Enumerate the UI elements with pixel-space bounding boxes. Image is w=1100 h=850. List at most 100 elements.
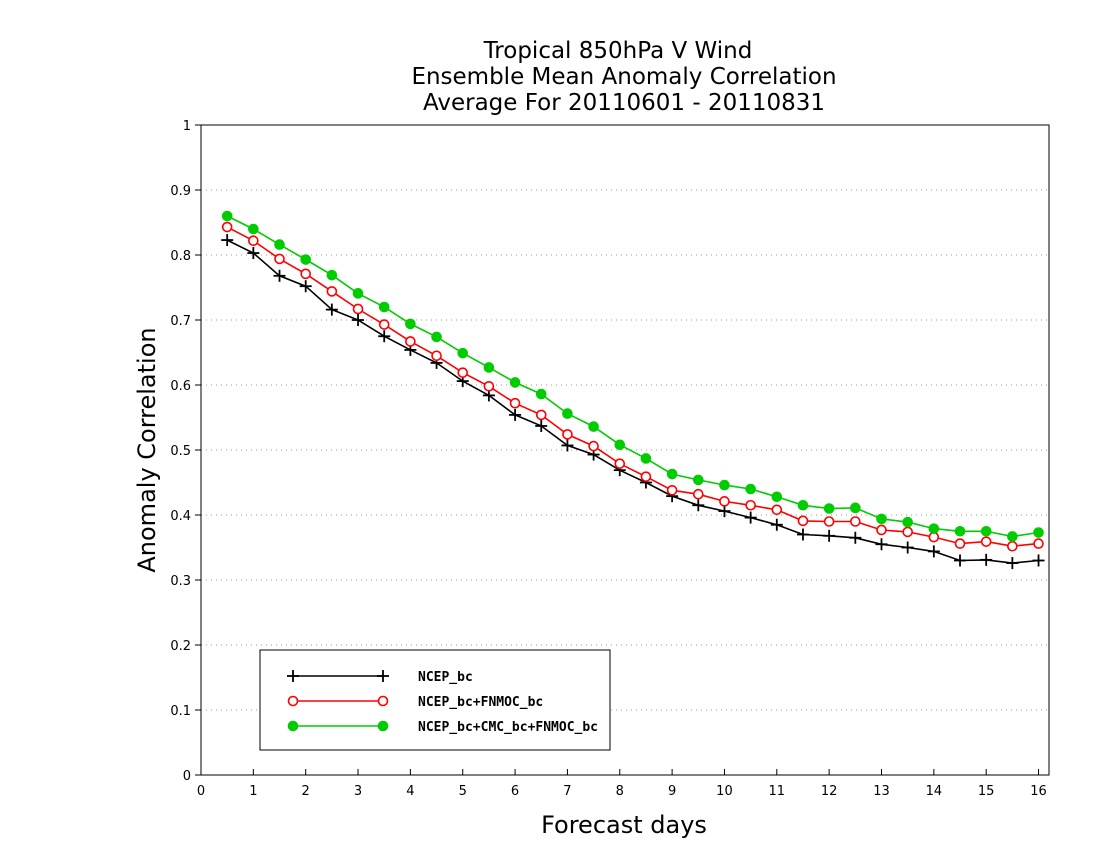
- series-2-point-0: [221, 210, 233, 222]
- series-2-point-10: [483, 362, 495, 373]
- series-1-point-5: [352, 303, 364, 315]
- chart-title: Tropical 850hPa V Wind Ensemble Mean Ano…: [411, 38, 836, 116]
- series-1-point-10: [483, 380, 495, 392]
- series-0-point-26: [901, 541, 914, 554]
- x-tick-label-9: 9: [668, 784, 676, 799]
- legend-marker-end-0: [377, 670, 389, 682]
- y-tick-label-5: 0.5: [170, 444, 191, 459]
- x-tick-label-11: 11: [769, 784, 786, 799]
- series-1-point-29: [980, 536, 992, 547]
- series-0-point-3: [299, 280, 312, 293]
- series-1-point-28: [954, 538, 966, 549]
- x-tick-label-2: 2: [302, 784, 310, 799]
- series-2-point-13: [562, 408, 573, 419]
- series-1-point-8: [431, 350, 442, 362]
- series-2-point-11: [509, 377, 521, 388]
- series-2-point-9: [457, 347, 469, 359]
- y-tick-label-7: 0.7: [170, 314, 191, 329]
- x-tick-label-13: 13: [873, 784, 890, 799]
- x-tick-label-14: 14: [926, 784, 943, 799]
- series-2-point-28: [954, 525, 966, 537]
- chart-title-line-2: Ensemble Mean Anomaly Correlation: [411, 64, 836, 90]
- y-tick-label-3: 0.3: [170, 574, 191, 589]
- series-0-point-19: [718, 505, 731, 518]
- series-1-point-17: [666, 484, 678, 496]
- series-0-point-22: [796, 528, 809, 541]
- series-0-point-31: [1032, 554, 1045, 567]
- x-tick-label-12: 12: [821, 784, 838, 799]
- series-0: [221, 234, 1045, 570]
- series-2-point-29: [980, 525, 992, 537]
- series-2-point-24: [850, 502, 861, 514]
- series-2-point-25: [876, 513, 887, 525]
- y-tick-label-4: 0.4: [170, 509, 191, 524]
- series-1-point-25: [876, 524, 887, 536]
- series-1-point-12: [535, 409, 547, 421]
- x-tick-label-6: 6: [511, 784, 519, 799]
- series-line-1: [226, 226, 1039, 548]
- x-tick-label-10: 10: [716, 784, 733, 799]
- x-tick-label-7: 7: [563, 784, 571, 799]
- x-tick-label-3: 3: [354, 784, 362, 799]
- x-tick-label-5: 5: [459, 784, 467, 799]
- y-tick-label-10: 1: [183, 119, 191, 134]
- series-0-point-25: [875, 538, 888, 551]
- series-2-point-1: [248, 223, 259, 235]
- y-axis-label: Anomaly Correlation: [133, 327, 161, 572]
- legend-entry-1: NCEP_bc+FNMOC_bc: [287, 695, 543, 710]
- series-1-point-15: [614, 458, 626, 469]
- series-1-point-2: [274, 253, 285, 265]
- series-2-point-16: [640, 453, 652, 464]
- x-axis-label: Forecast days: [541, 811, 707, 839]
- series-0-point-20: [744, 511, 757, 524]
- x-tick-label-16: 16: [1030, 784, 1047, 799]
- x-axis-ticks: 0 1 2 3 4 5 6 7 8 9 10 11 12 13 14 15 16: [197, 769, 1047, 799]
- series-1-point-6: [378, 319, 390, 330]
- x-tick-label-4: 4: [406, 784, 414, 799]
- series-0-point-0: [221, 234, 234, 247]
- series-0-point-5: [352, 314, 365, 326]
- y-tick-label-6: 0.6: [170, 379, 191, 394]
- legend-marker-end-2: [377, 720, 389, 732]
- series-2-point-31: [1033, 527, 1044, 538]
- data-series: [221, 210, 1045, 570]
- legend-entry-2: NCEP_bc+CMC_bc+FNMOC_bc: [287, 720, 598, 735]
- series-1-point-18: [692, 488, 704, 500]
- series-0-point-4: [325, 303, 338, 316]
- series-0-point-23: [823, 529, 836, 542]
- series-0-point-21: [770, 518, 783, 531]
- legend-label-2: NCEP_bc+CMC_bc+FNMOC_bc: [418, 720, 598, 735]
- series-2-point-27: [928, 523, 940, 534]
- y-tick-label-1: 0.1: [170, 704, 191, 719]
- series-2-point-17: [666, 468, 678, 480]
- x-tick-label-8: 8: [616, 784, 624, 799]
- series-1-point-0: [221, 221, 233, 233]
- series-0-point-30: [1006, 557, 1019, 570]
- series-2-point-21: [771, 491, 783, 503]
- series-1-point-13: [562, 429, 573, 440]
- series-1-point-4: [326, 286, 338, 297]
- y-tick-label-8: 0.8: [170, 249, 191, 264]
- series-2-point-3: [300, 254, 311, 265]
- chart-title-line-3: Average For 20110601 - 20110831: [423, 90, 825, 116]
- series-1-point-20: [745, 499, 756, 511]
- legend-label-1: NCEP_bc+FNMOC_bc: [418, 695, 543, 710]
- series-1-point-19: [719, 496, 730, 507]
- series-0-point-28: [954, 554, 967, 567]
- series-1-point-26: [902, 526, 913, 538]
- series-0-point-1: [247, 247, 260, 260]
- series-0-point-6: [378, 330, 391, 343]
- gridlines: [201, 189, 1049, 711]
- series-1-point-16: [640, 471, 652, 482]
- y-tick-label-0: 0: [183, 769, 191, 784]
- series-2-point-8: [431, 331, 442, 343]
- series-2-point-18: [692, 474, 704, 486]
- series-2-point-23: [823, 503, 835, 514]
- series-2-point-19: [719, 479, 730, 491]
- legend-marker-start-0: [287, 670, 299, 682]
- series-2-point-22: [797, 499, 809, 511]
- y-tick-label-9: 0.9: [170, 184, 191, 199]
- series-1-point-31: [1033, 538, 1044, 549]
- series-2-point-26: [902, 516, 913, 528]
